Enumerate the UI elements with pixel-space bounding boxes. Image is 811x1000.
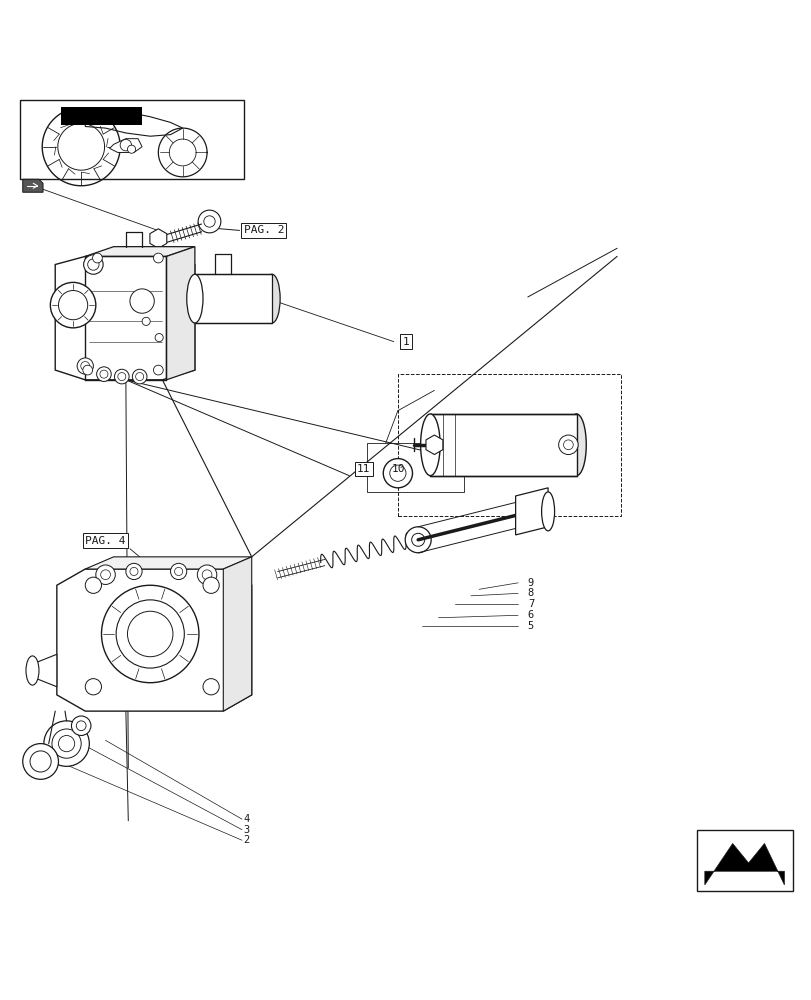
Polygon shape [109, 139, 142, 152]
Ellipse shape [114, 369, 129, 384]
Text: 4: 4 [243, 814, 250, 824]
Ellipse shape [566, 414, 586, 476]
Text: 6: 6 [527, 610, 534, 620]
Ellipse shape [83, 365, 92, 375]
Ellipse shape [203, 679, 219, 695]
Ellipse shape [84, 255, 103, 274]
Ellipse shape [126, 563, 142, 580]
Bar [397, 374, 620, 516]
Ellipse shape [389, 465, 406, 481]
Ellipse shape [130, 567, 138, 576]
Ellipse shape [204, 216, 215, 227]
Ellipse shape [142, 317, 150, 325]
Polygon shape [85, 557, 251, 569]
Polygon shape [57, 569, 251, 711]
Text: 9: 9 [527, 578, 534, 588]
Ellipse shape [132, 369, 147, 384]
Ellipse shape [155, 334, 163, 342]
Ellipse shape [77, 358, 93, 374]
Ellipse shape [203, 577, 219, 593]
Text: 7: 7 [527, 599, 534, 609]
Ellipse shape [23, 744, 58, 779]
Ellipse shape [264, 274, 280, 323]
Ellipse shape [563, 440, 573, 450]
Polygon shape [55, 256, 195, 380]
Text: 1: 1 [402, 337, 409, 347]
Text: 8: 8 [527, 588, 534, 598]
Ellipse shape [197, 565, 217, 584]
Ellipse shape [26, 656, 39, 685]
Ellipse shape [170, 563, 187, 580]
Ellipse shape [153, 253, 163, 263]
Ellipse shape [202, 570, 212, 580]
Ellipse shape [187, 274, 203, 323]
Bar [61, 107, 142, 125]
Polygon shape [166, 247, 195, 380]
Text: 11: 11 [357, 464, 370, 474]
Bar [20, 100, 243, 179]
Ellipse shape [80, 362, 89, 370]
Ellipse shape [85, 577, 101, 593]
Ellipse shape [541, 492, 554, 531]
Ellipse shape [127, 145, 135, 153]
Ellipse shape [120, 139, 131, 151]
Text: 3: 3 [243, 825, 250, 835]
Ellipse shape [118, 373, 126, 381]
Ellipse shape [127, 611, 173, 657]
Bar [696, 830, 792, 891]
Ellipse shape [101, 570, 110, 580]
Polygon shape [426, 435, 442, 455]
Ellipse shape [52, 729, 81, 758]
Ellipse shape [85, 679, 101, 695]
Ellipse shape [92, 253, 102, 263]
Ellipse shape [100, 370, 108, 378]
Bar [367, 443, 464, 492]
Ellipse shape [198, 210, 221, 233]
Ellipse shape [71, 716, 91, 735]
Ellipse shape [96, 565, 115, 584]
Text: PAG. 4: PAG. 4 [85, 536, 126, 546]
Ellipse shape [30, 751, 51, 772]
Ellipse shape [44, 721, 89, 766]
Polygon shape [85, 247, 195, 256]
Text: 2: 2 [243, 835, 250, 845]
Text: 10: 10 [392, 464, 406, 474]
Ellipse shape [383, 459, 412, 488]
Ellipse shape [411, 533, 424, 546]
Ellipse shape [135, 373, 144, 381]
Ellipse shape [58, 735, 75, 752]
Ellipse shape [174, 567, 182, 576]
Text: PAG. 2: PAG. 2 [243, 225, 284, 235]
Ellipse shape [50, 282, 96, 328]
Polygon shape [704, 843, 783, 885]
Bar [430, 414, 576, 476]
Ellipse shape [153, 365, 163, 375]
Ellipse shape [101, 585, 199, 683]
Ellipse shape [420, 414, 440, 476]
Ellipse shape [76, 721, 86, 731]
Polygon shape [515, 488, 547, 535]
Text: 5: 5 [527, 621, 534, 631]
Ellipse shape [97, 367, 111, 381]
Polygon shape [23, 179, 43, 192]
Polygon shape [150, 229, 166, 248]
Ellipse shape [132, 303, 140, 311]
Polygon shape [85, 110, 182, 136]
Polygon shape [223, 557, 251, 711]
Ellipse shape [116, 600, 184, 668]
Ellipse shape [88, 259, 99, 270]
Ellipse shape [58, 291, 88, 320]
Bar [195, 274, 272, 323]
Ellipse shape [405, 527, 431, 553]
Polygon shape [32, 654, 57, 687]
Ellipse shape [558, 435, 577, 455]
Ellipse shape [130, 289, 154, 313]
